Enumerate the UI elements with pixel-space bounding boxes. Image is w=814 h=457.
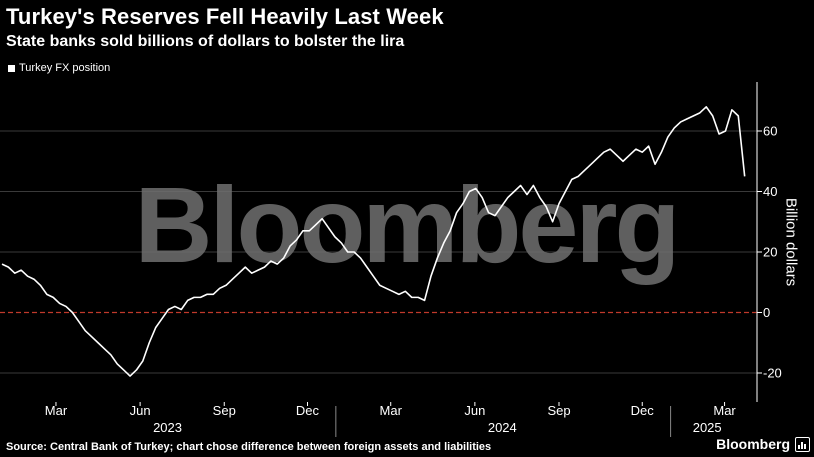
y-tick-label: 0 bbox=[763, 305, 770, 320]
y-tick-label: 20 bbox=[763, 245, 777, 260]
x-tick-label: Sep bbox=[213, 403, 236, 418]
bloomberg-brand: Bloomberg bbox=[716, 436, 810, 452]
x-tick-label: Jun bbox=[130, 403, 151, 418]
bar-chart-icon bbox=[795, 436, 810, 452]
legend-label: Turkey FX position bbox=[19, 62, 111, 74]
chart-subtitle: State banks sold billions of dollars to … bbox=[6, 33, 405, 50]
x-tick-label: Mar bbox=[380, 403, 403, 418]
source-note: Source: Central Bank of Turkey; chart ch… bbox=[6, 441, 492, 453]
x-tick-label: Sep bbox=[547, 403, 570, 418]
legend: Turkey FX position bbox=[8, 62, 110, 74]
x-tick-label: Jun bbox=[464, 403, 485, 418]
y-tick-label: 60 bbox=[763, 124, 777, 139]
x-tick-label: Dec bbox=[296, 403, 320, 418]
series-line-turkey-fx-position bbox=[1, 106, 746, 377]
y-tick-label: 40 bbox=[763, 184, 777, 199]
chart-title: Turkey's Reserves Fell Heavily Last Week bbox=[6, 4, 444, 29]
gridlines bbox=[0, 130, 757, 374]
x-tick-label: Mar bbox=[45, 403, 68, 418]
y-tick-label: -20 bbox=[763, 366, 782, 381]
legend-swatch bbox=[8, 64, 15, 72]
brand-text: Bloomberg bbox=[716, 436, 790, 452]
year-label: 2023 bbox=[153, 420, 182, 435]
year-label: 2024 bbox=[488, 420, 517, 435]
y-axis-label: Billion dollars bbox=[782, 197, 800, 287]
axes: -20 0 20 40 60 Mar Jun Sep Dec Mar Jun Sep Dec Mar 202… bbox=[45, 82, 782, 437]
x-tick-label: Dec bbox=[631, 403, 655, 418]
year-label: 2025 bbox=[693, 420, 722, 435]
bloomberg-watermark: Bloomberg bbox=[134, 164, 677, 285]
x-tick-label: Mar bbox=[713, 403, 736, 418]
series-layer bbox=[1, 106, 746, 377]
